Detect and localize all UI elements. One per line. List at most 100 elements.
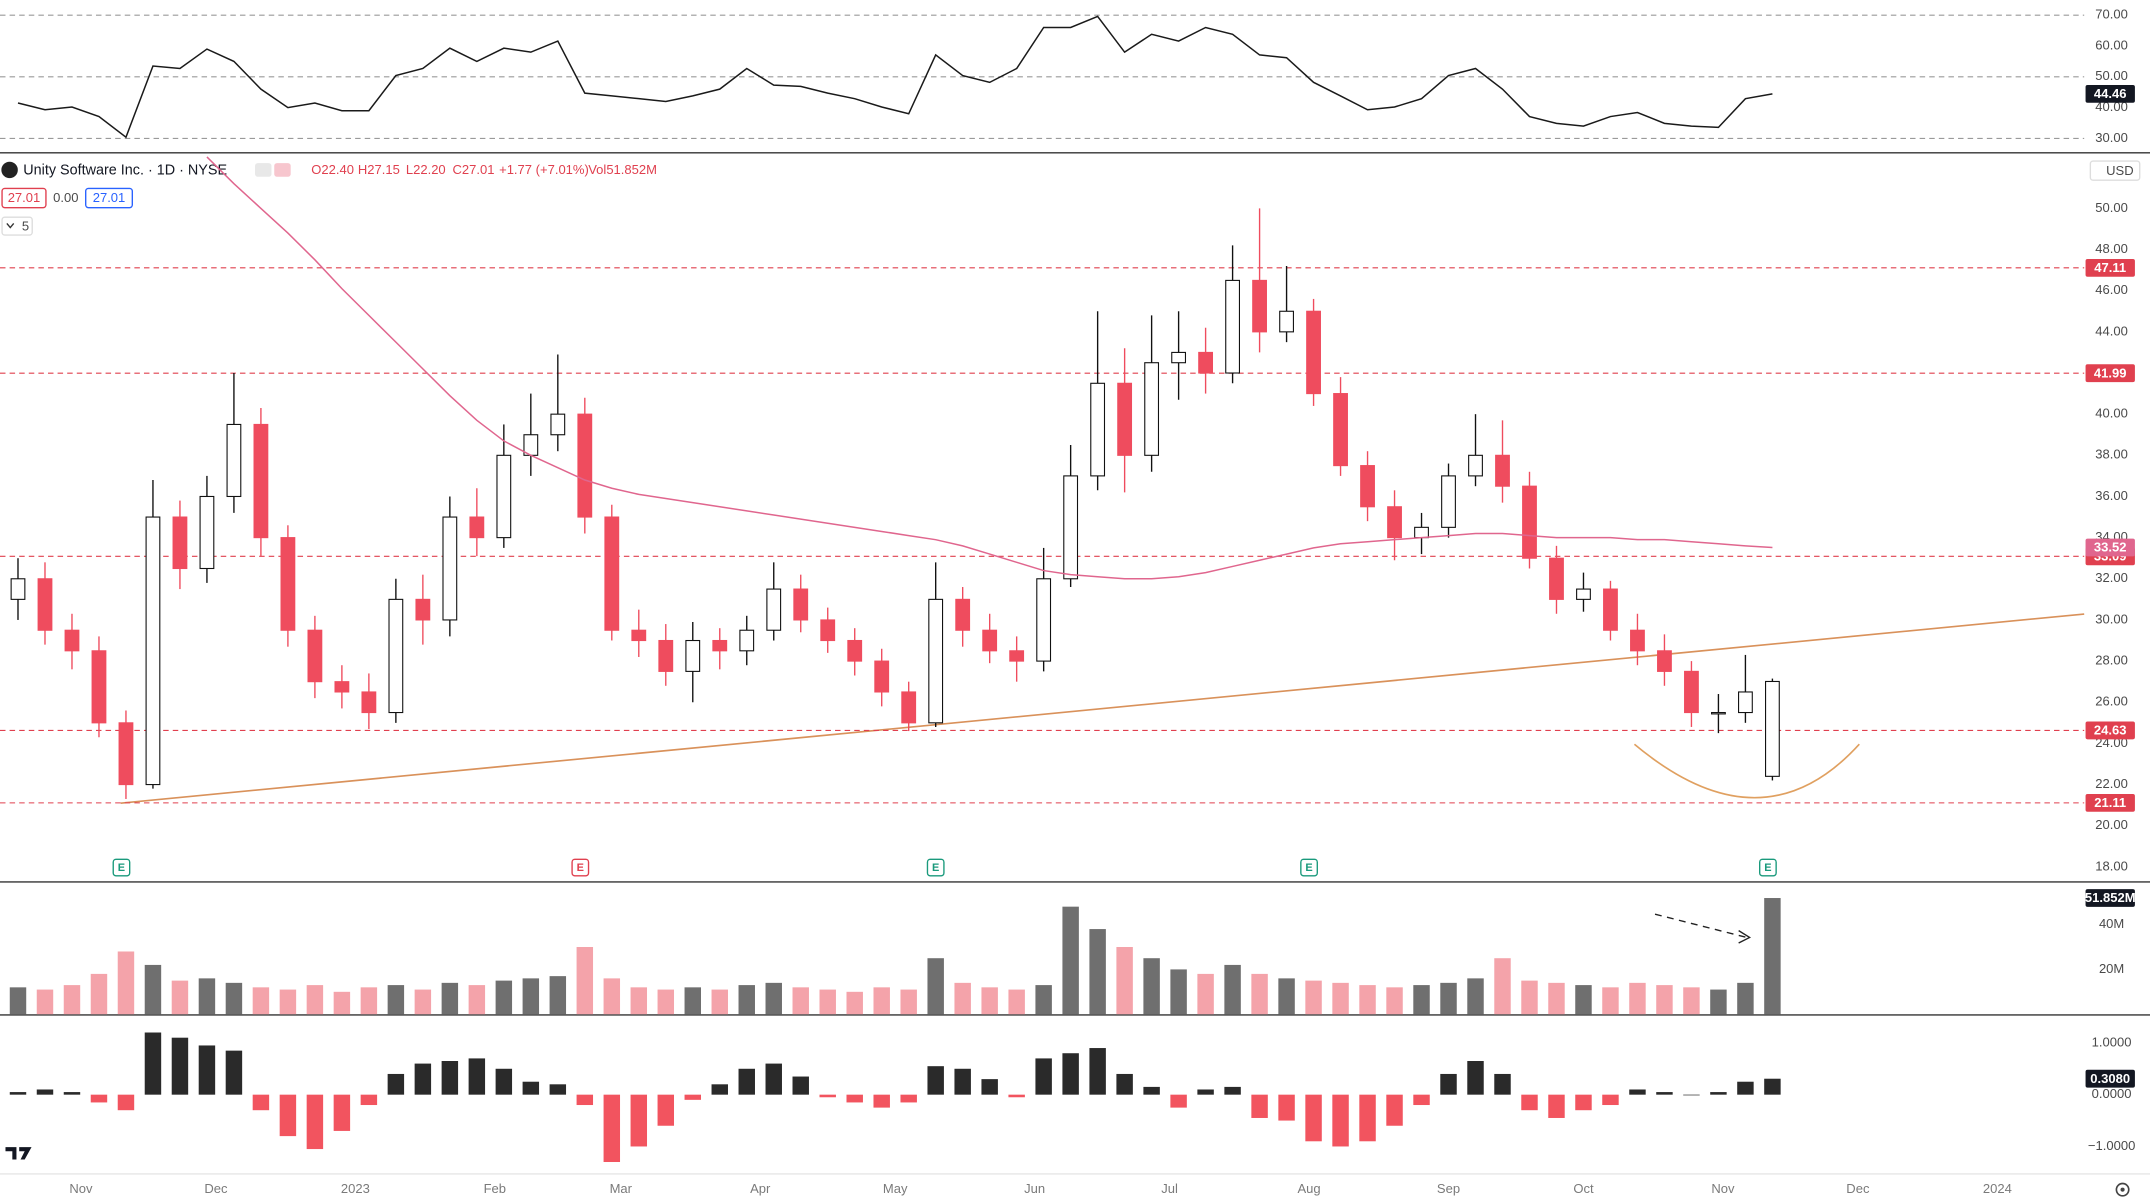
candle-body: [1252, 279, 1267, 333]
bar: [252, 1094, 270, 1111]
settings-icon-center[interactable]: [2120, 1187, 2125, 1192]
candle-body: [982, 629, 998, 652]
bar: [522, 1081, 540, 1095]
bar: [36, 1089, 54, 1095]
y-tick-label: 48.00: [2095, 241, 2128, 256]
y-tick-label: 30.00: [2095, 611, 2128, 626]
bar: [657, 1094, 675, 1126]
bar: [1278, 1094, 1295, 1121]
bar: [630, 1094, 648, 1147]
candle-body: [820, 619, 836, 642]
bar: [549, 1084, 567, 1095]
bar: [1683, 1094, 1700, 1096]
currency-box[interactable]: [2089, 160, 2141, 181]
bar: [603, 978, 621, 1015]
bar: [468, 985, 486, 1015]
bar: [1602, 987, 1619, 1015]
bar: [225, 982, 243, 1015]
toggle[interactable]: [255, 163, 272, 177]
bar: [144, 1032, 162, 1095]
earnings-marker[interactable]: [112, 858, 131, 877]
ohlc-volume: Vol51.852M: [588, 162, 657, 177]
bar: [873, 1094, 890, 1108]
bar: [63, 1092, 81, 1095]
currency[interactable]: USD: [2106, 163, 2133, 178]
bar: [1305, 980, 1322, 1015]
bar: [1197, 973, 1214, 1015]
y-tick-label: 30.00: [2095, 130, 2128, 145]
bar: [684, 987, 701, 1015]
candle-body: [1522, 485, 1537, 559]
bar: [1575, 985, 1592, 1015]
candle-body: [1684, 670, 1699, 714]
buy-box[interactable]: [85, 187, 134, 209]
bar: [819, 989, 836, 1015]
candle-body: [604, 516, 620, 631]
candle-body: [1549, 557, 1564, 600]
bar: [711, 1084, 728, 1095]
series-line: [17, 15, 1773, 139]
candle-body: [1576, 588, 1591, 600]
candle-body: [361, 691, 377, 714]
candle-body: [307, 629, 323, 683]
candle-body: [1279, 310, 1294, 333]
earnings-label: E: [1305, 862, 1312, 874]
bar: [1035, 985, 1052, 1015]
sell-box[interactable]: [1, 187, 47, 209]
candle-body: [415, 598, 431, 621]
tradingview-logo[interactable]: [5, 1147, 32, 1160]
bar: [1116, 1073, 1133, 1095]
bar: [1359, 1094, 1376, 1142]
price-label: 44.46: [2094, 86, 2127, 101]
interval-box[interactable]: [1, 216, 33, 236]
settings-icon[interactable]: [2115, 1182, 2130, 1197]
candle-body: [442, 516, 458, 621]
bar: [387, 1073, 405, 1095]
x-tick-label: Aug: [1297, 1181, 1320, 1196]
candle-body: [64, 629, 80, 652]
bar: [1494, 1073, 1511, 1095]
earnings-marker[interactable]: [1300, 858, 1318, 877]
candle-body: [712, 639, 728, 652]
bar: [360, 987, 378, 1015]
candle-body: [1414, 526, 1429, 539]
candle-body: [1441, 475, 1456, 528]
candle-body: [1603, 588, 1618, 631]
candle-body: [766, 588, 782, 631]
bar: [1359, 985, 1376, 1015]
bar: [1629, 982, 1646, 1015]
earnings-marker[interactable]: [1759, 858, 1777, 877]
bar: [1332, 982, 1349, 1015]
arc-drawing: [1633, 743, 1860, 799]
candle-body: [1657, 650, 1672, 672]
bar: [1008, 1094, 1025, 1098]
chevron[interactable]: [6, 222, 15, 229]
bar: [198, 1045, 216, 1095]
earnings-marker[interactable]: [571, 858, 590, 877]
bar: [1386, 1094, 1403, 1126]
bar: [873, 987, 890, 1015]
bar: [981, 987, 998, 1015]
candle-body: [739, 629, 755, 652]
bar: [1548, 1094, 1565, 1118]
y-tick-label: 40.00: [2095, 406, 2128, 421]
symbol-title[interactable]: Unity Software Inc. · 1D · NYSE: [23, 162, 227, 178]
bar: [630, 987, 648, 1015]
candle-body: [226, 423, 242, 498]
x-tick-label: Jun: [1024, 1181, 1045, 1196]
candle-body: [37, 578, 53, 631]
x-tick-label: Nov: [1711, 1181, 1735, 1196]
candle-body: [1144, 362, 1160, 456]
x-tick-label: Oct: [1573, 1181, 1594, 1196]
sell-price[interactable]: 27.01: [8, 190, 41, 205]
toggle[interactable]: [274, 163, 291, 177]
symbol-logo: [1, 161, 18, 179]
earnings-marker[interactable]: [926, 858, 945, 877]
bar: [1089, 929, 1106, 1015]
buy-price[interactable]: 27.01: [93, 190, 126, 205]
x-tick-label: Dec: [1846, 1181, 1870, 1196]
y-tick-label: 60.00: [2095, 37, 2128, 52]
bar: [333, 991, 351, 1015]
interval-badge[interactable]: 5: [22, 218, 29, 233]
bar: [576, 1094, 594, 1106]
